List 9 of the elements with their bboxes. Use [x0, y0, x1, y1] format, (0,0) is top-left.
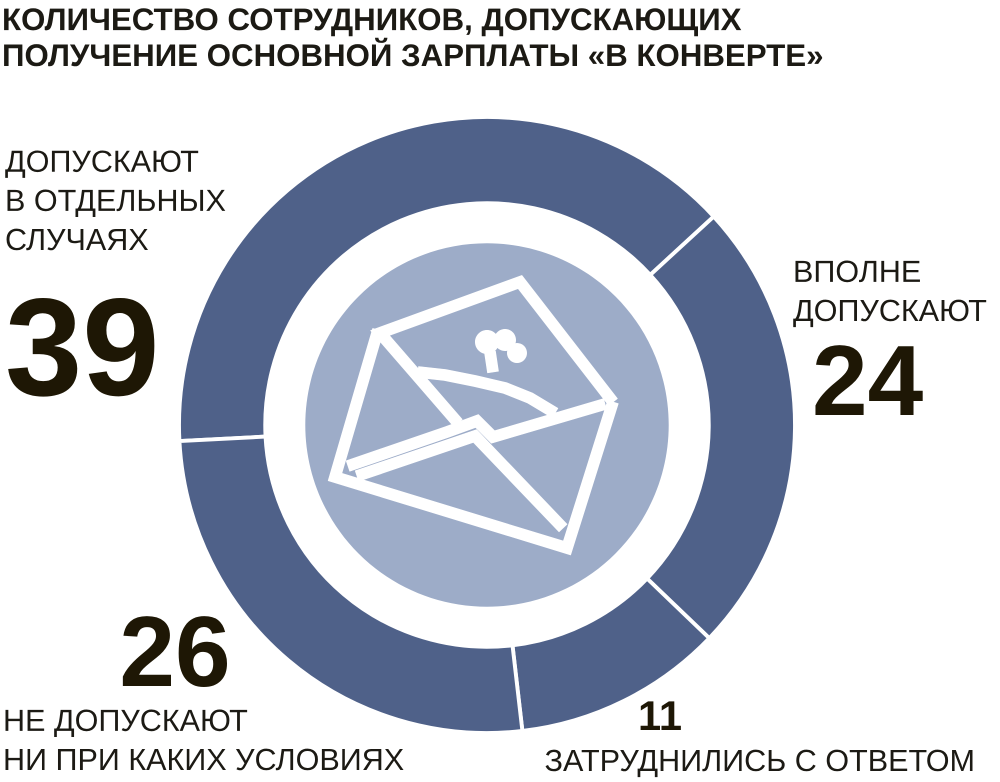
slice-label: ЗАТРУДНИЛИСЬ С ОТВЕТОМ	[546, 750, 972, 778]
data-label: 26	[122, 616, 228, 687]
slice-label: ДОПУСКАЮТ В ОТДЕЛЬНЫХ СЛУЧАЯХ	[5, 150, 226, 250]
data-label: 39	[8, 298, 154, 397]
slice-label: НЕ ДОПУСКАЮТ НИ ПРИ КАКИХ УСЛОВИЯХ	[6, 710, 404, 770]
slice-label: ВПОЛНЕ ДОПУСКАЮТ	[793, 260, 986, 328]
data-label: 11	[640, 701, 681, 730]
data-label: 24	[815, 345, 923, 415]
chart-title: КОЛИЧЕСТВО СОТРУДНИКОВ, ДОПУСКАЮЩИХ ПОЛУЧЕНИЕ ОСНОВНОЙ ЗАРПЛАТЫ «В КОНВЕРТЕ»	[4, 8, 822, 66]
